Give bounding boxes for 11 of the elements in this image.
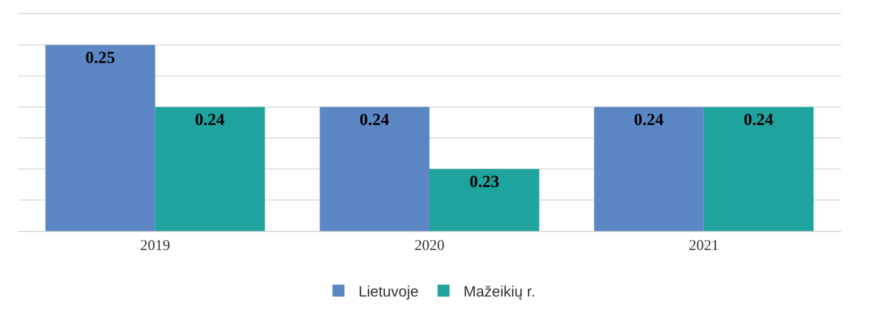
x-tick-label: 2019	[140, 238, 170, 254]
data-label: 0.24	[634, 110, 664, 129]
legend-label: Mažeikių r.	[464, 284, 536, 300]
x-tick-label: 2020	[414, 238, 444, 254]
data-label: 0.23	[469, 172, 500, 191]
data-label: 0.24	[744, 110, 774, 129]
data-label: 0.24	[194, 110, 226, 129]
data-label: 0.25	[85, 48, 116, 67]
legend-label: Lietuvoje	[358, 284, 419, 300]
data-label: 0.24	[360, 110, 390, 129]
x-tick-label: 2021	[688, 238, 719, 254]
